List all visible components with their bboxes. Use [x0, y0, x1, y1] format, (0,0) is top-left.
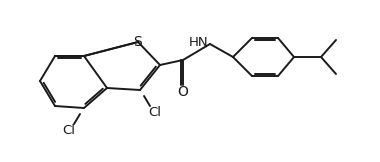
Text: Cl: Cl: [149, 105, 162, 118]
Text: Cl: Cl: [62, 123, 76, 137]
Text: O: O: [177, 85, 188, 99]
Text: HN: HN: [188, 35, 208, 48]
Text: S: S: [134, 35, 142, 49]
